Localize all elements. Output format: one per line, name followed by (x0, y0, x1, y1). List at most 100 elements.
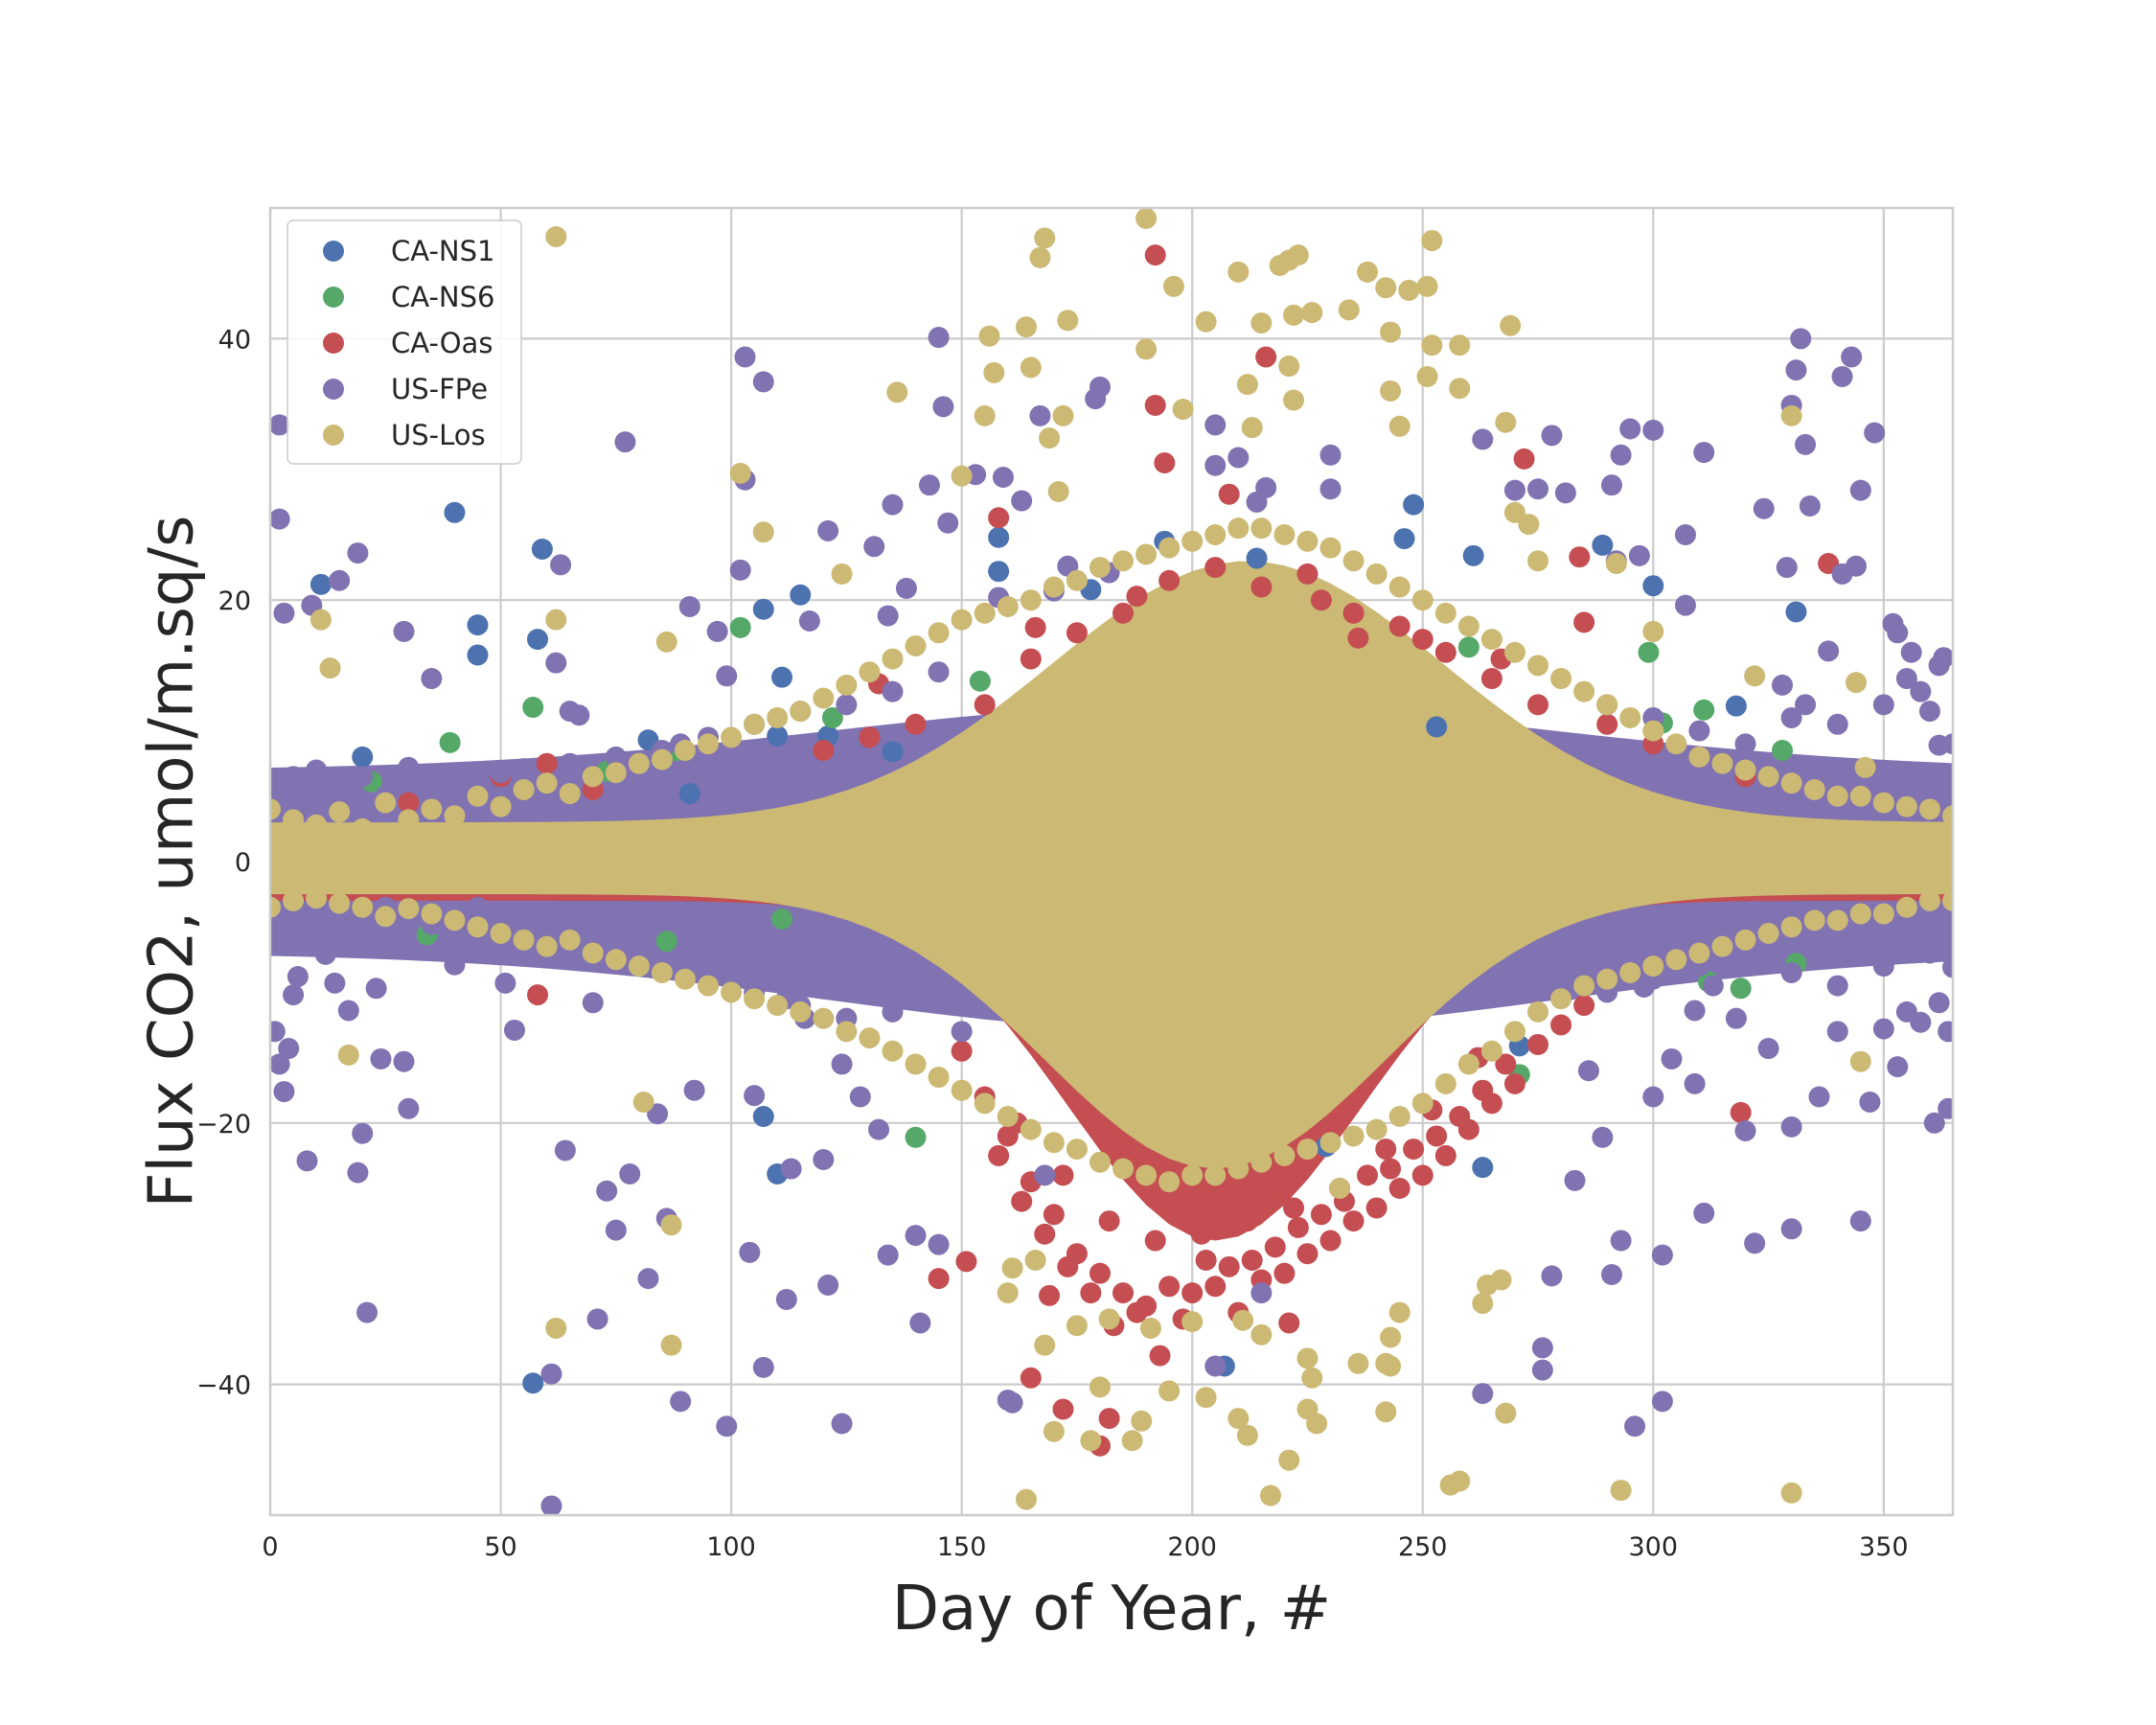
data-point (1338, 299, 1360, 321)
data-point (1527, 694, 1549, 716)
data-point (1503, 641, 1525, 663)
data-point (1296, 563, 1319, 585)
data-point (1250, 518, 1273, 540)
data-point (1872, 903, 1894, 925)
data-point (444, 805, 466, 827)
data-point (283, 766, 305, 788)
data-point (1527, 478, 1549, 500)
data-point (1011, 490, 1033, 512)
data-point (1845, 555, 1867, 577)
data-point (273, 1081, 295, 1103)
data-point (1864, 422, 1886, 444)
data-point (1799, 494, 1821, 517)
data-point (1066, 569, 1088, 591)
data-point (752, 598, 774, 620)
data-point (1426, 1125, 1448, 1147)
data-point (1780, 1218, 1802, 1240)
data-point (1024, 616, 1046, 638)
data-point (882, 741, 904, 763)
data-point (1232, 1309, 1254, 1331)
data-point (270, 414, 290, 436)
y-tick-label: −20 (196, 1110, 251, 1139)
data-point (1642, 955, 1664, 978)
data-point (651, 961, 673, 983)
data-point (582, 766, 604, 788)
data-point (1195, 1250, 1217, 1272)
data-point (1154, 451, 1176, 473)
data-point (670, 1391, 692, 1413)
data-point (951, 1040, 973, 1062)
data-point (1624, 1415, 1646, 1438)
data-point (1411, 1092, 1434, 1115)
data-point (1250, 312, 1273, 334)
data-point (444, 770, 466, 792)
data-point (559, 929, 581, 951)
data-point (1610, 444, 1632, 466)
data-point (1684, 1000, 1706, 1022)
legend-marker (323, 379, 344, 400)
data-point (1112, 550, 1135, 572)
data-point (1527, 655, 1549, 677)
data-point (1375, 1138, 1397, 1161)
data-point (1457, 636, 1479, 658)
data-point (1172, 399, 1194, 421)
data-point (1449, 1105, 1471, 1127)
data-point (1674, 594, 1696, 616)
x-tick-label: 100 (706, 1532, 756, 1562)
data-point (817, 1274, 839, 1296)
data-point (1255, 476, 1277, 498)
data-point (1513, 448, 1535, 470)
data-point (306, 887, 328, 909)
data-point (1375, 277, 1397, 299)
data-point (1841, 346, 1863, 368)
data-point (1190, 1223, 1212, 1245)
data-point (628, 955, 650, 978)
data-point (273, 602, 295, 624)
legend-label: US-FPe (391, 373, 488, 405)
data-point (836, 694, 858, 716)
data-point (974, 404, 996, 426)
data-point (306, 814, 328, 836)
data-point (1227, 261, 1250, 283)
data-point (1776, 557, 1798, 579)
data-point (1665, 949, 1687, 971)
data-point (988, 526, 1010, 548)
data-point (545, 652, 567, 674)
data-point (1365, 1197, 1388, 1219)
data-point (882, 680, 904, 702)
data-point (767, 995, 789, 1017)
data-point (1020, 356, 1042, 379)
data-point (1139, 1317, 1161, 1339)
data-point (1642, 419, 1664, 441)
data-point (513, 758, 535, 780)
x-tick-label: 250 (1398, 1532, 1448, 1562)
data-point (831, 1053, 853, 1075)
data-point (1020, 589, 1042, 611)
data-point (1785, 601, 1807, 623)
data-point (1780, 404, 1802, 426)
data-point (540, 1363, 562, 1385)
data-point (1619, 961, 1641, 983)
legend-marker (323, 287, 344, 308)
data-point (1734, 929, 1756, 951)
x-tick-label: 50 (484, 1532, 516, 1562)
data-point (1380, 1158, 1402, 1180)
data-point (559, 783, 581, 805)
data-point (1342, 1210, 1365, 1232)
data-point (721, 726, 743, 748)
data-point (1241, 417, 1263, 439)
data-point (1310, 589, 1332, 611)
data-point (1942, 733, 1953, 755)
data-point (1158, 569, 1181, 591)
data-point (329, 892, 351, 914)
data-point (1273, 524, 1296, 545)
data-point (1342, 550, 1365, 572)
data-point (1011, 1190, 1033, 1212)
data-point (1592, 1126, 1614, 1148)
legend-marker (323, 241, 344, 262)
data-point (1126, 586, 1148, 608)
data-point (1158, 1171, 1181, 1193)
data-point (752, 1356, 774, 1378)
data-point (1250, 1323, 1273, 1346)
data-point (628, 752, 650, 774)
